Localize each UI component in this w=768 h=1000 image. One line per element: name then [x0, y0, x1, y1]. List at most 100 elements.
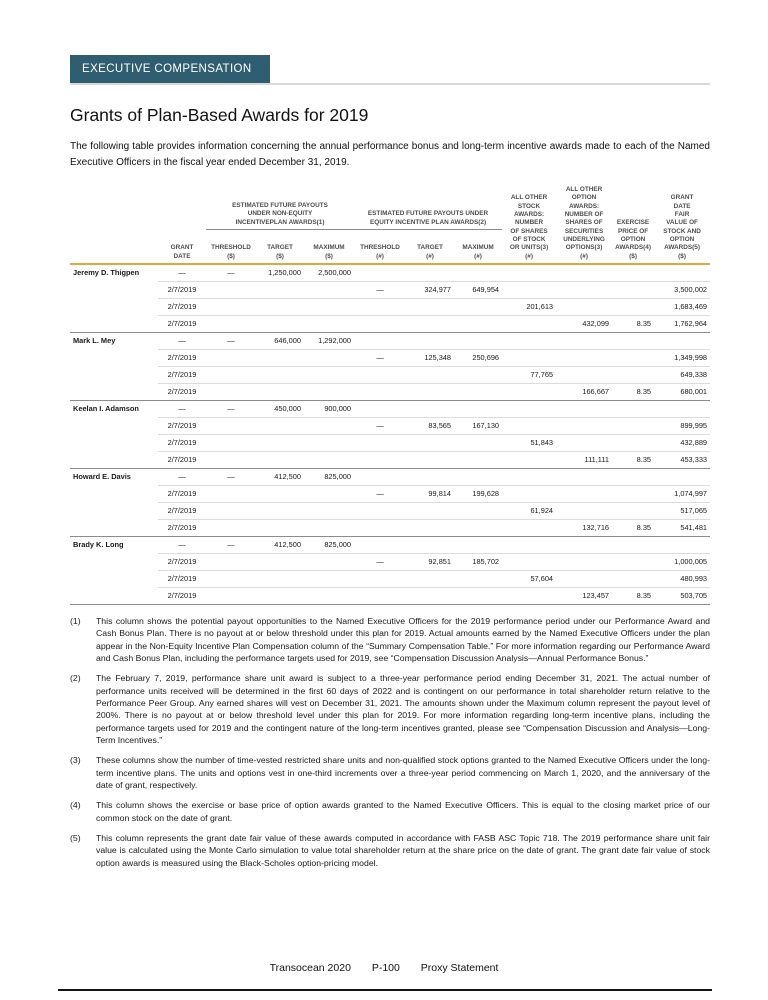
value-cell — [354, 383, 407, 401]
section-banner: EXECUTIVE COMPENSATION — [70, 55, 270, 83]
footnote-1: (1) This column shows the potential payo… — [70, 615, 710, 664]
value-cell — [406, 434, 455, 452]
value-cell — [454, 366, 503, 384]
table-row: 2/7/2019 51,843 432,889 — [70, 434, 711, 452]
table-row: 2/7/2019 —324,977 649,954 3,500,002 — [70, 281, 711, 299]
value-cell: 185,702 — [454, 553, 503, 571]
value-cell — [354, 400, 407, 418]
value-cell: 2/7/2019 — [158, 519, 206, 537]
value-cell — [556, 417, 613, 435]
value-cell: 432,889 — [654, 434, 711, 452]
value-cell — [454, 502, 503, 520]
value-cell: 8.35 — [612, 587, 655, 605]
page-footer: Transocean 2020 P-100 Proxy Statement — [0, 962, 768, 974]
header-target-usd: TARGET ($) — [256, 229, 304, 265]
footnote-text: This column shows the potential payout o… — [96, 615, 710, 663]
value-cell — [454, 263, 503, 282]
value-cell — [502, 332, 557, 350]
value-cell — [256, 383, 304, 401]
value-cell — [612, 434, 655, 452]
section-banner-row: EXECUTIVE COMPENSATION — [70, 55, 710, 85]
value-cell — [556, 536, 613, 554]
value-cell — [406, 315, 455, 333]
table-row: 2/7/2019 432,099 8.35 1,762,964 — [70, 315, 711, 333]
value-cell — [454, 434, 503, 452]
value-cell — [256, 570, 304, 588]
value-cell — [612, 553, 655, 571]
value-cell — [354, 366, 407, 384]
executive-name-cell — [70, 451, 158, 469]
value-cell — [454, 332, 503, 350]
value-cell: — — [354, 417, 407, 435]
value-cell: 250,696 — [454, 349, 503, 367]
value-cell: 123,457 — [556, 587, 613, 605]
executive-name-cell — [70, 434, 158, 451]
value-cell — [502, 468, 557, 486]
value-cell — [304, 281, 355, 299]
value-cell — [354, 298, 407, 316]
value-cell — [206, 553, 256, 571]
header-spacer — [70, 184, 206, 230]
value-cell — [556, 468, 613, 486]
value-cell — [502, 315, 557, 333]
footnote-text: These columns show the number of time-ve… — [96, 755, 710, 791]
value-cell: 1,292,000 — [304, 332, 355, 350]
value-cell: — — [354, 281, 407, 299]
value-cell — [304, 519, 355, 537]
value-cell: 1,349,998 — [654, 349, 711, 367]
value-cell — [354, 315, 407, 333]
value-cell — [304, 570, 355, 588]
executive-name-cell: Jeremy D. Thigpen — [73, 267, 140, 277]
executive-name-cell — [70, 570, 158, 587]
value-cell: 2/7/2019 — [158, 281, 206, 299]
value-cell: 2/7/2019 — [158, 315, 206, 333]
value-cell — [454, 383, 503, 401]
value-cell: 1,000,005 — [654, 553, 711, 571]
value-cell — [206, 587, 256, 605]
value-cell — [454, 315, 503, 333]
value-cell — [304, 434, 355, 452]
value-cell — [454, 400, 503, 418]
value-cell — [502, 485, 557, 503]
table-row: 2/7/2019 123,457 8.35 503,705 — [70, 587, 711, 605]
value-cell: 541,481 — [654, 519, 711, 537]
value-cell: 2/7/2019 — [158, 553, 206, 571]
value-cell: 8.35 — [612, 315, 655, 333]
value-cell — [406, 451, 455, 469]
value-cell: 51,843 — [502, 434, 557, 452]
executive-name-cell — [70, 417, 158, 434]
value-cell — [406, 400, 455, 418]
table-row: 2/7/2019 166,667 8.35 680,001 — [70, 383, 711, 401]
value-cell: 2,500,000 — [304, 263, 355, 282]
value-cell — [304, 587, 355, 605]
value-cell — [304, 349, 355, 367]
table-row: 2/7/2019 201,613 1,683,469 — [70, 298, 711, 316]
value-cell — [654, 263, 711, 282]
value-cell — [556, 485, 613, 503]
value-cell — [556, 553, 613, 571]
value-cell: 899,995 — [654, 417, 711, 435]
header-group-equity: ESTIMATED FUTURE PAYOUTS UNDER EQUITY IN… — [354, 184, 503, 231]
table-row: Howard E. Davis — —412,500 825,000 — [70, 468, 711, 486]
value-cell: 2/7/2019 — [158, 485, 206, 503]
value-cell — [454, 451, 503, 469]
value-cell: 2/7/2019 — [158, 383, 206, 401]
footnote-text: This column shows the exercise or base p… — [96, 800, 710, 823]
value-cell — [556, 332, 613, 350]
footer-page-number: P-100 — [371, 962, 400, 974]
table-row: 2/7/2019 —83,565 167,130 899,995 — [70, 417, 711, 435]
value-cell — [502, 383, 557, 401]
value-cell: — — [354, 349, 407, 367]
header-group-non-equity: ESTIMATED FUTURE PAYOUTS UNDER NON-EQUIT… — [206, 184, 355, 231]
value-cell — [406, 383, 455, 401]
value-cell: 2/7/2019 — [158, 587, 206, 605]
value-cell — [454, 587, 503, 605]
value-cell — [612, 366, 655, 384]
value-cell — [502, 553, 557, 571]
executive-name-cell: Howard E. Davis — [73, 471, 131, 481]
footnote-text: This column represents the grant date fa… — [96, 833, 710, 868]
value-cell — [206, 349, 256, 367]
header-maximum-usd: MAXIMUM ($) — [304, 229, 355, 265]
value-cell — [612, 570, 655, 588]
